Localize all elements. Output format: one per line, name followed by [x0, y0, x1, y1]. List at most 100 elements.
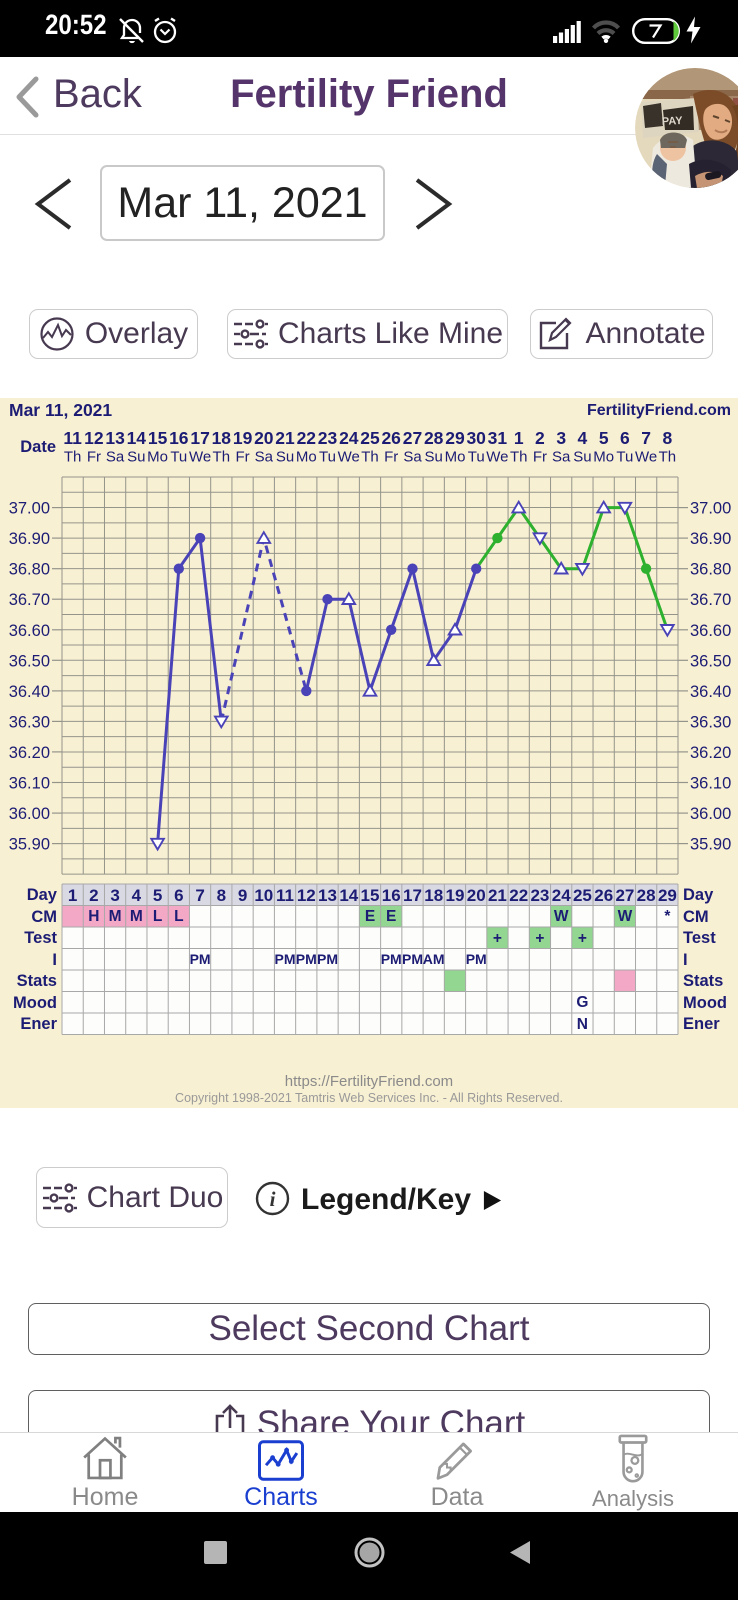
svg-text:16: 16: [382, 886, 401, 905]
svg-text:PM: PM: [275, 951, 296, 967]
svg-text:3: 3: [556, 428, 566, 448]
svg-text:CM: CM: [31, 908, 57, 926]
svg-text:CM: CM: [683, 908, 709, 926]
svg-text:14: 14: [127, 428, 147, 448]
svg-text:PM: PM: [296, 951, 317, 967]
svg-text:Fr: Fr: [87, 449, 101, 466]
svg-text:PM: PM: [466, 951, 487, 967]
svg-text:36.00: 36.00: [690, 805, 731, 823]
svg-text:15: 15: [148, 428, 168, 448]
svg-text:36.60: 36.60: [690, 622, 731, 640]
svg-text:36.20: 36.20: [9, 744, 50, 762]
svg-text:3: 3: [110, 886, 119, 905]
svg-text:17: 17: [403, 886, 422, 905]
svg-text:25: 25: [573, 886, 592, 905]
svg-text:21: 21: [275, 428, 295, 448]
svg-text:PM: PM: [402, 951, 423, 967]
svg-text:Fr: Fr: [236, 449, 250, 466]
svg-text:36.10: 36.10: [690, 775, 731, 793]
svg-text:E: E: [386, 908, 396, 925]
svg-text:Su: Su: [276, 449, 294, 466]
svg-text:36.30: 36.30: [9, 713, 50, 731]
svg-text:Tu: Tu: [616, 449, 633, 466]
svg-text:19: 19: [446, 886, 465, 905]
svg-text:6: 6: [620, 428, 630, 448]
svg-text:Ener: Ener: [20, 1015, 57, 1033]
svg-text:28: 28: [424, 428, 444, 448]
svg-text:PM: PM: [190, 951, 211, 967]
svg-text:We: We: [338, 449, 360, 466]
svg-text:10: 10: [254, 886, 273, 905]
svg-text:Fr: Fr: [384, 449, 398, 466]
svg-text:Mo: Mo: [296, 449, 317, 466]
svg-text:Sa: Sa: [403, 449, 422, 466]
svg-text:Su: Su: [425, 449, 443, 466]
svg-text:Tu: Tu: [170, 449, 187, 466]
svg-text:36.80: 36.80: [690, 561, 731, 579]
svg-text:M: M: [109, 908, 122, 925]
svg-text:Fr: Fr: [533, 449, 547, 466]
svg-text:27: 27: [403, 428, 422, 448]
svg-text:16: 16: [169, 428, 189, 448]
svg-text:AM: AM: [423, 951, 445, 967]
svg-text:Date: Date: [20, 438, 56, 456]
svg-text:Sa: Sa: [552, 449, 571, 466]
svg-text:29: 29: [658, 886, 677, 905]
svg-text:Th: Th: [361, 449, 379, 466]
svg-text:Mo: Mo: [445, 449, 466, 466]
svg-text:We: We: [486, 449, 508, 466]
svg-text:i: i: [270, 1187, 276, 1211]
svg-text:36.40: 36.40: [9, 683, 50, 701]
svg-text:37.00: 37.00: [9, 500, 50, 518]
svg-text:W: W: [554, 908, 569, 925]
svg-text:19: 19: [233, 428, 253, 448]
svg-text:36.90: 36.90: [9, 530, 50, 548]
svg-text:Stats: Stats: [683, 972, 723, 990]
svg-text:36.10: 36.10: [9, 775, 50, 793]
svg-text:36.50: 36.50: [9, 652, 50, 670]
svg-text:26: 26: [381, 428, 401, 448]
svg-text:23: 23: [318, 428, 338, 448]
svg-text:Th: Th: [659, 449, 677, 466]
svg-text:13: 13: [105, 428, 125, 448]
svg-text:H: H: [88, 908, 99, 925]
svg-text:4: 4: [578, 428, 588, 448]
svg-text:*: *: [664, 908, 671, 925]
svg-text:M: M: [130, 908, 143, 925]
svg-text:36.40: 36.40: [690, 683, 731, 701]
svg-text:22: 22: [509, 886, 528, 905]
svg-text:+: +: [535, 930, 544, 947]
svg-text:20: 20: [467, 886, 486, 905]
svg-text:4: 4: [132, 886, 142, 905]
svg-text:N: N: [577, 1016, 588, 1033]
svg-text:Day: Day: [683, 886, 714, 904]
svg-text:FertilityFriend.com: FertilityFriend.com: [587, 402, 731, 419]
svg-text:8: 8: [217, 886, 226, 905]
svg-text:6: 6: [174, 886, 183, 905]
svg-text:12: 12: [297, 886, 316, 905]
svg-text:G: G: [576, 994, 588, 1011]
svg-text:30: 30: [466, 428, 486, 448]
svg-text:Day: Day: [27, 886, 58, 904]
svg-text:Ener: Ener: [683, 1015, 720, 1033]
svg-text:L: L: [174, 908, 183, 925]
svg-text:+: +: [493, 930, 502, 947]
svg-text:Mood: Mood: [683, 994, 727, 1012]
svg-text:1: 1: [514, 428, 524, 448]
svg-text:15: 15: [361, 886, 380, 905]
svg-text:35.90: 35.90: [9, 836, 50, 854]
svg-text:14: 14: [339, 886, 358, 905]
svg-text:36.80: 36.80: [9, 561, 50, 579]
svg-text:26: 26: [594, 886, 613, 905]
svg-text:Sa: Sa: [255, 449, 274, 466]
svg-text:12: 12: [84, 428, 104, 448]
svg-text:11: 11: [63, 428, 82, 448]
svg-text:18: 18: [424, 886, 443, 905]
svg-text:8: 8: [663, 428, 673, 448]
svg-text:Th: Th: [510, 449, 528, 466]
svg-text:PM: PM: [381, 951, 402, 967]
svg-text:Su: Su: [573, 449, 591, 466]
svg-text:Sa: Sa: [106, 449, 125, 466]
svg-text:Mo: Mo: [593, 449, 614, 466]
svg-text:We: We: [189, 449, 211, 466]
